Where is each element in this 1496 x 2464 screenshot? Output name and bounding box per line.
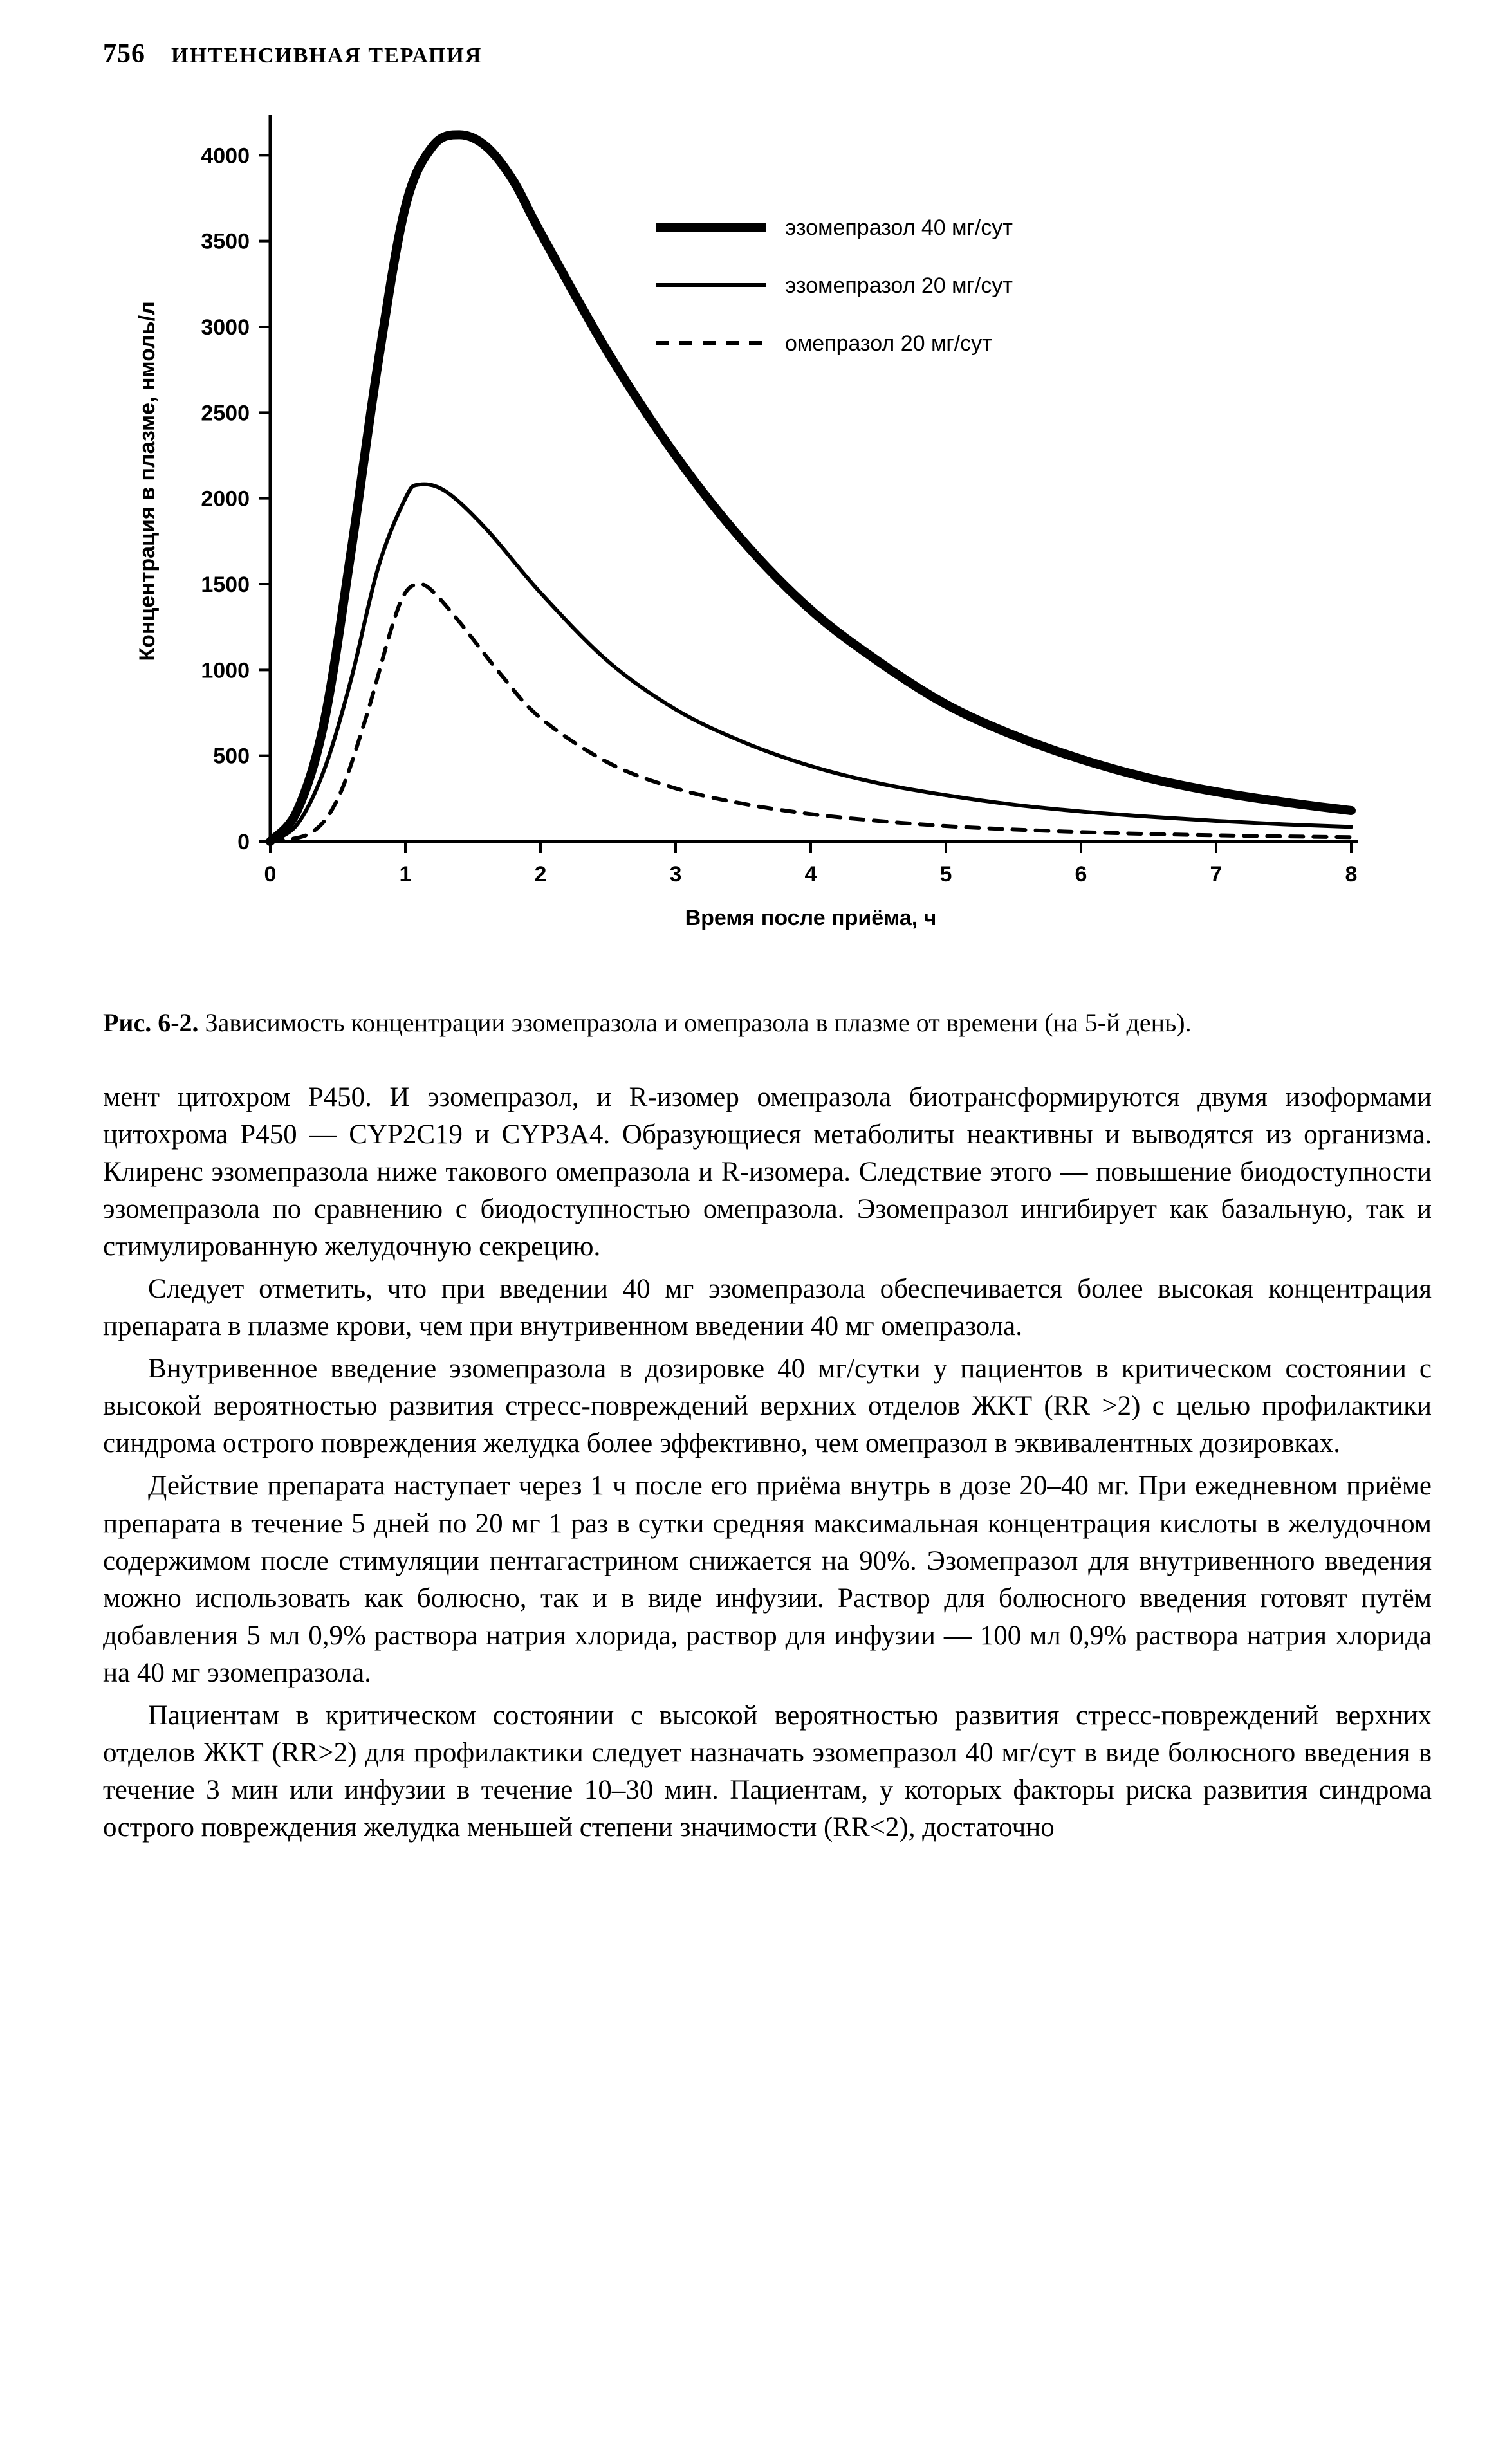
svg-text:омепразол 20 мг/сут: омепразол 20 мг/сут [785, 331, 992, 356]
svg-text:эзомепразол 40 мг/сут: эзомепразол 40 мг/сут [785, 216, 1013, 240]
body-text: мент цитохром Р450. И эзомепразол, и R-и… [103, 1079, 1432, 1846]
svg-text:500: 500 [213, 744, 250, 769]
svg-text:1000: 1000 [201, 658, 250, 683]
section-title: ИНТЕНСИВНАЯ ТЕРАПИЯ [171, 44, 482, 68]
svg-text:Время после приёма, ч: Время после приёма, ч [685, 906, 937, 930]
page-number: 756 [103, 39, 145, 69]
paragraph: Действие препарата наступает через 1 ч п… [103, 1467, 1432, 1691]
figure-caption: Рис. 6-2. Зависимость концентрации эзоме… [103, 1006, 1432, 1040]
paragraph: Внутривенное введение эзомепразола в доз… [103, 1350, 1432, 1462]
page: 756 ИНТЕНСИВНАЯ ТЕРАПИЯ 0500100015002000… [0, 0, 1496, 1916]
paragraph: Следует отметить, что при введении 40 мг… [103, 1271, 1432, 1345]
svg-text:2: 2 [535, 862, 547, 887]
svg-text:эзомепразол 20 мг/сут: эзомепразол 20 мг/сут [785, 273, 1013, 298]
svg-text:3500: 3500 [201, 230, 250, 254]
running-header: 756 ИНТЕНСИВНАЯ ТЕРАПИЯ [103, 39, 1432, 69]
svg-text:4000: 4000 [201, 143, 250, 168]
svg-text:0: 0 [264, 862, 277, 887]
svg-text:3: 3 [670, 862, 682, 887]
svg-text:5: 5 [940, 862, 952, 887]
svg-text:3000: 3000 [201, 315, 250, 340]
svg-text:6: 6 [1075, 862, 1087, 887]
figure-6-2: 0 500 1000 1500 2000 2500 3000 3500 4000 0 1 2 3 4 5 6 7… [103, 82, 1432, 986]
svg-text:2000: 2000 [201, 487, 250, 511]
svg-text:4: 4 [805, 862, 817, 887]
paragraph: мент цитохром Р450. И эзомепразол, и R-и… [103, 1079, 1432, 1265]
svg-text:8: 8 [1345, 862, 1358, 887]
svg-text:7: 7 [1210, 862, 1223, 887]
svg-text:1500: 1500 [201, 573, 250, 597]
caption-label: Рис. 6-2. [103, 1008, 199, 1037]
paragraph: Пациентам в критическом состоянии с высо… [103, 1697, 1432, 1846]
concentration-chart: 0 500 1000 1500 2000 2500 3000 3500 4000 0 1 2 3 4 5 6 7… [103, 82, 1390, 983]
svg-text:0: 0 [237, 830, 250, 854]
svg-text:2500: 2500 [201, 401, 250, 425]
svg-text:Концентрация в плазме, нмоль/л: Концентрация в плазме, нмоль/л [135, 301, 160, 661]
caption-text: Зависимость концентрации эзомепразола и … [205, 1008, 1192, 1037]
svg-text:1: 1 [400, 862, 412, 887]
